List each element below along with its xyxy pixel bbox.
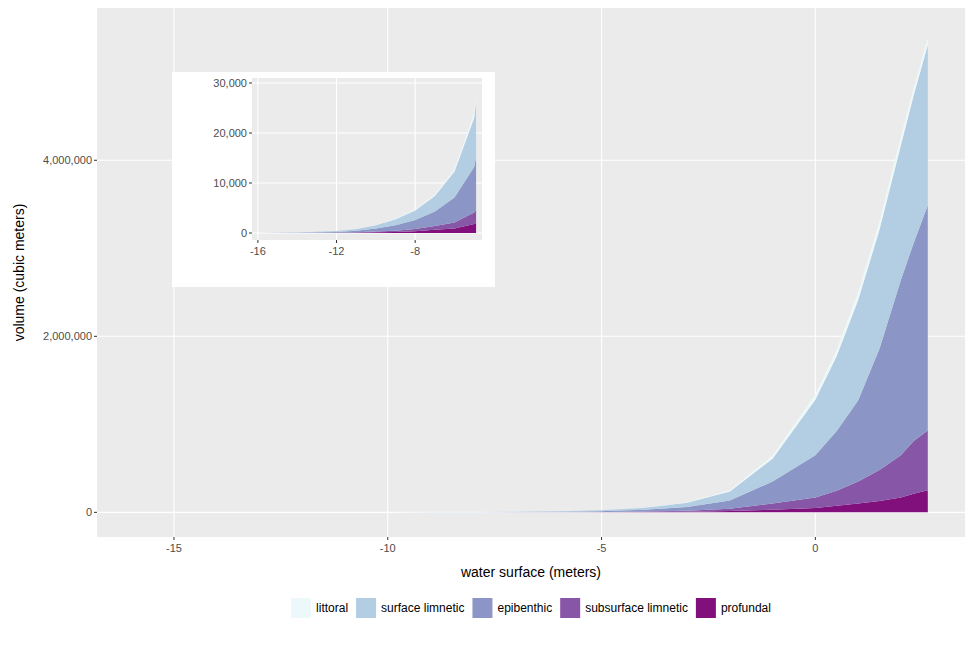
x-tick-label: -10 — [380, 542, 396, 554]
y-tick-label: 20,000 — [213, 127, 247, 139]
plot-panel — [97, 8, 965, 537]
x-tick-label: -5 — [597, 542, 607, 554]
y-axis-title: volume (cubic meters) — [11, 204, 27, 342]
y-tick — [249, 83, 252, 84]
legend-label: profundal — [721, 601, 771, 615]
x-tick — [601, 537, 602, 540]
y-tick-label: 2,000,000 — [43, 330, 92, 342]
x-tick — [387, 537, 388, 540]
x-tick — [173, 537, 174, 540]
y-tick — [94, 160, 97, 161]
areas — [131, 38, 928, 512]
x-tick-label: -16 — [250, 245, 266, 257]
legend-swatch — [356, 598, 376, 618]
inset-chart: -16 -12 -8 0 10,000 20,000 30,000 — [172, 72, 495, 287]
x-tick-label: -15 — [166, 542, 182, 554]
legend-label: subsurface limnetic — [585, 601, 688, 615]
x-tick — [815, 537, 816, 540]
x-tick-label: 0 — [812, 542, 818, 554]
legend-label: epibenthic — [497, 601, 552, 615]
y-tick — [249, 183, 252, 184]
legend-swatch — [560, 598, 580, 618]
plot-panel — [252, 78, 482, 240]
x-axis-title: water surface (meters) — [460, 564, 601, 580]
area-series — [131, 205, 928, 512]
x-tick — [257, 240, 258, 243]
legend-swatch — [472, 598, 492, 618]
areas — [258, 96, 476, 234]
chart-canvas: -15 -10 -5 0 0 2,000,000 4,000,000 water surfac… — [0, 0, 972, 648]
legend-label: littoral — [316, 601, 348, 615]
x-tick-label: -12 — [329, 245, 345, 257]
x-grid-line — [257, 78, 258, 240]
y-tick-label: 0 — [86, 506, 92, 518]
y-tick — [249, 233, 252, 234]
area-series — [258, 102, 476, 234]
x-grid-line — [601, 8, 602, 537]
main-chart: -15 -10 -5 0 0 2,000,000 4,000,000 water surfac… — [11, 8, 965, 618]
area-series — [131, 45, 928, 512]
legend-swatch — [696, 598, 716, 618]
y-tick-label: 4,000,000 — [43, 154, 92, 166]
y-tick-label: 10,000 — [213, 177, 247, 189]
x-tick-label: -8 — [410, 245, 420, 257]
y-grid-line — [97, 336, 965, 337]
x-tick — [336, 240, 337, 243]
legend: littoral surface limnetic epibenthic subsur… — [291, 598, 771, 618]
y-grid-line — [252, 82, 482, 83]
y-tick — [94, 336, 97, 337]
area-series — [131, 38, 928, 512]
legend-label: surface limnetic — [381, 601, 464, 615]
y-tick — [249, 133, 252, 134]
y-tick-label: 0 — [241, 227, 247, 239]
x-tick — [415, 240, 416, 243]
y-tick-label: 30,000 — [213, 77, 247, 89]
y-tick — [94, 512, 97, 513]
inset-background — [172, 72, 495, 287]
legend-swatch — [291, 598, 311, 618]
x-grid-line — [336, 78, 337, 240]
area-series — [258, 96, 476, 234]
y-grid-line — [252, 132, 482, 133]
